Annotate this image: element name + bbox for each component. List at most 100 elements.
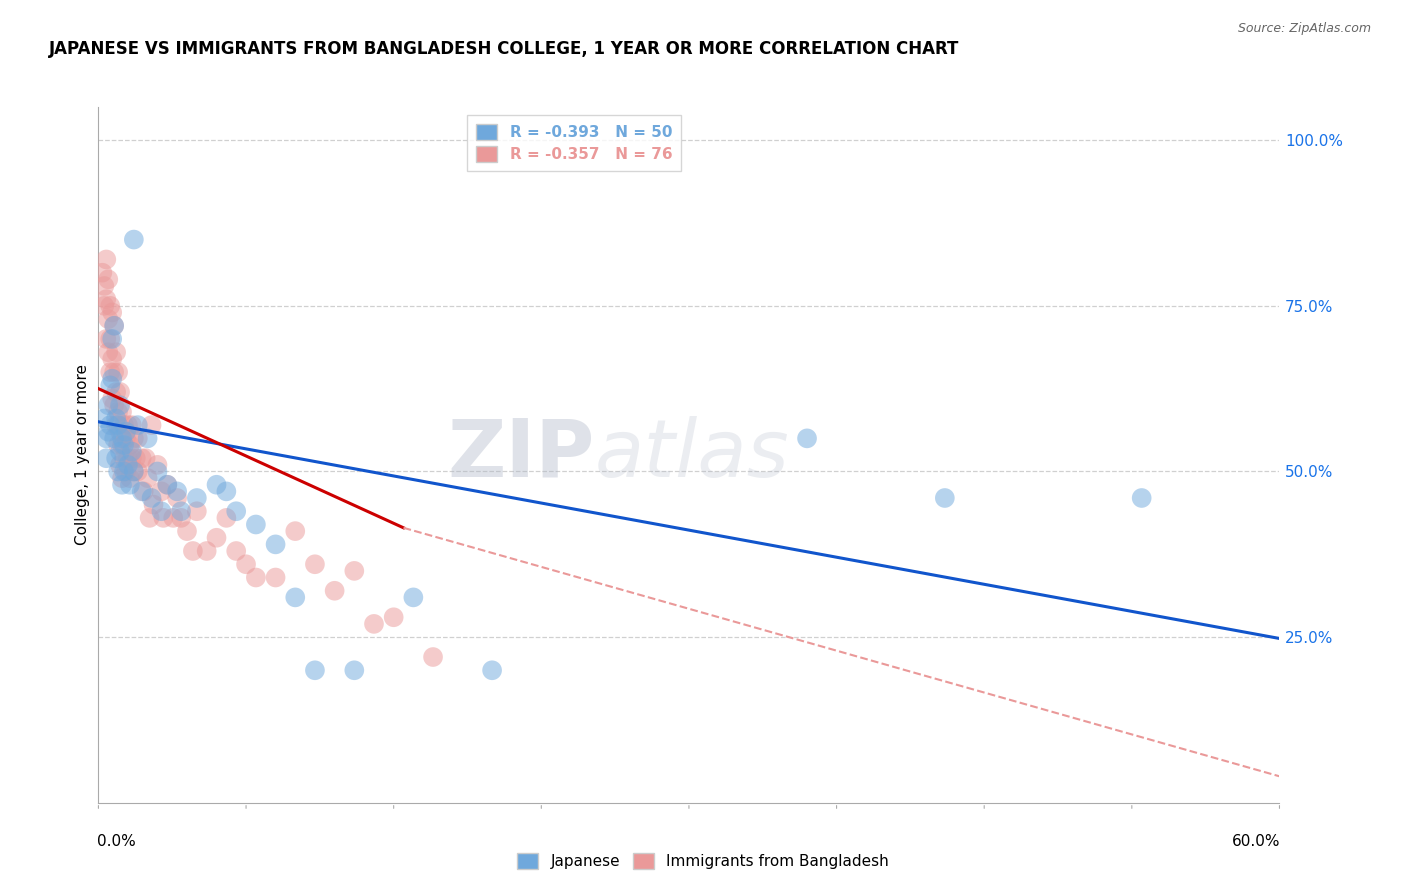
Point [304, 663, 326, 677]
Point [166, 484, 188, 499]
Point [132, 484, 155, 499]
Point [162, 511, 184, 525]
Point [101, 305, 124, 319]
Text: 60.0%: 60.0% [1232, 834, 1281, 849]
Point [138, 511, 160, 525]
Point [225, 504, 247, 518]
Point [112, 451, 135, 466]
Point [186, 504, 208, 518]
Point [245, 517, 267, 532]
Point [98, 299, 121, 313]
Point [103, 431, 125, 445]
Point [156, 477, 179, 491]
Point [264, 537, 287, 551]
Point [146, 465, 169, 479]
Point [127, 431, 149, 445]
Point [131, 451, 153, 466]
Point [343, 663, 366, 677]
Point [170, 511, 193, 525]
Point [215, 484, 238, 499]
Point [97, 425, 120, 439]
Point [105, 418, 128, 433]
Point [93, 299, 115, 313]
Point [284, 524, 307, 538]
Point [98, 418, 121, 433]
Point [108, 398, 131, 412]
Legend: Japanese, Immigrants from Bangladesh: Japanese, Immigrants from Bangladesh [510, 847, 896, 875]
Point [195, 544, 218, 558]
Point [215, 511, 238, 525]
Point [142, 498, 165, 512]
Point [284, 591, 307, 605]
Point [121, 451, 143, 466]
Point [304, 558, 326, 572]
Point [103, 318, 125, 333]
Point [96, 332, 118, 346]
Point [264, 570, 287, 584]
Point [97, 312, 120, 326]
Point [96, 431, 118, 445]
Point [225, 544, 247, 558]
Legend: R = -0.393   N = 50, R = -0.357   N = 76: R = -0.393 N = 50, R = -0.357 N = 76 [467, 115, 682, 171]
Point [105, 451, 128, 466]
Point [96, 292, 118, 306]
Point [111, 471, 134, 485]
Point [103, 365, 125, 379]
Point [108, 425, 131, 439]
Point [97, 345, 120, 359]
Point [136, 471, 159, 485]
Point [98, 365, 121, 379]
Point [118, 471, 141, 485]
Point [402, 591, 425, 605]
Point [107, 418, 129, 433]
Point [127, 418, 149, 433]
Point [98, 378, 121, 392]
Point [181, 544, 204, 558]
Point [481, 663, 503, 677]
Point [107, 465, 129, 479]
Point [112, 465, 135, 479]
Point [117, 458, 139, 472]
Point [115, 425, 138, 439]
Point [96, 252, 118, 267]
Point [111, 405, 134, 419]
Point [150, 504, 173, 518]
Point [101, 332, 124, 346]
Point [235, 558, 257, 572]
Point [101, 351, 124, 366]
Point [205, 531, 228, 545]
Point [96, 451, 118, 466]
Point [97, 272, 120, 286]
Point [363, 616, 385, 631]
Point [141, 418, 163, 433]
Point [118, 477, 141, 491]
Text: atlas: atlas [595, 416, 789, 494]
Point [796, 431, 818, 445]
Point [97, 398, 120, 412]
Point [115, 431, 138, 445]
Point [103, 398, 125, 412]
Point [323, 583, 346, 598]
Point [117, 418, 139, 433]
Point [1130, 491, 1153, 505]
Point [93, 279, 115, 293]
Y-axis label: College, 1 year or more: College, 1 year or more [75, 365, 90, 545]
Point [146, 458, 169, 472]
Point [105, 345, 128, 359]
Point [131, 484, 153, 499]
Point [934, 491, 956, 505]
Point [111, 477, 134, 491]
Point [107, 365, 129, 379]
Point [118, 438, 141, 452]
Point [343, 564, 366, 578]
Point [122, 465, 145, 479]
Point [108, 444, 131, 458]
Point [150, 484, 173, 499]
Point [125, 451, 148, 466]
Point [98, 332, 121, 346]
Point [122, 465, 145, 479]
Point [121, 444, 143, 458]
Point [112, 418, 135, 433]
Point [107, 405, 129, 419]
Point [108, 458, 131, 472]
